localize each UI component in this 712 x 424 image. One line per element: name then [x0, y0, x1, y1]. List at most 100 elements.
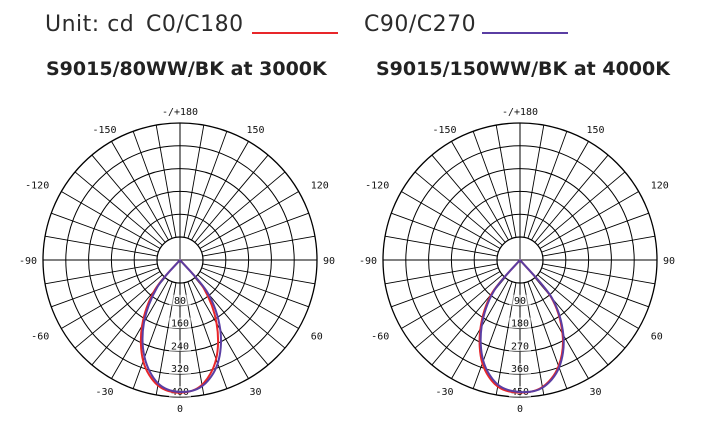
series-point	[143, 356, 146, 359]
angle-label: 150	[586, 125, 604, 136]
radial-tick-bg	[509, 363, 531, 375]
radial-tick-bg	[169, 294, 191, 306]
grid-spoke	[523, 125, 545, 238]
series-point	[562, 334, 565, 336]
series-point	[219, 328, 222, 331]
grid-spoke	[132, 281, 173, 389]
grid-spoke	[111, 279, 169, 379]
grid-spoke	[414, 274, 503, 349]
legend-c90-swatch	[482, 32, 568, 34]
grid-spoke	[527, 281, 568, 389]
angle-label: 120	[311, 181, 329, 192]
series-point	[157, 382, 160, 385]
grid-spoke	[472, 131, 513, 239]
grid-spoke	[542, 235, 655, 257]
grid-spoke	[191, 141, 249, 241]
angle-label: 90	[323, 256, 335, 267]
series-point	[492, 290, 495, 293]
grid-spoke	[183, 125, 205, 238]
grid-spoke	[391, 267, 499, 308]
series-point	[558, 366, 560, 369]
grid-spoke	[531, 279, 589, 379]
radial-tick-label: 90	[514, 296, 526, 307]
series-point	[215, 322, 218, 325]
radial-tick-bg	[509, 317, 531, 329]
grid-spoke	[527, 131, 568, 239]
legend-c0-swatch	[252, 32, 338, 34]
grid-spoke	[155, 125, 177, 238]
angle-label: -30	[435, 387, 453, 398]
grid-spoke	[401, 271, 501, 329]
angle-label: -150	[92, 125, 116, 136]
chart-title-left: S9015/80WW/BK at 3000K	[46, 58, 327, 80]
radial-tick-bg	[169, 317, 191, 329]
radial-tick-label: 80	[174, 296, 186, 307]
angle-label: 0	[517, 404, 523, 415]
grid-spoke	[187, 281, 228, 389]
angle-label: 90	[663, 256, 675, 267]
angle-label: -90	[359, 256, 377, 267]
series-point	[157, 384, 159, 387]
grid-spoke	[414, 171, 503, 246]
grid-spoke	[401, 191, 501, 249]
radial-tick-bg	[509, 340, 531, 352]
series-point	[201, 385, 204, 387]
angle-label: 120	[651, 181, 669, 192]
angle-label: -150	[432, 125, 456, 136]
series-point	[481, 362, 484, 365]
grid-spoke	[199, 191, 299, 249]
angle-label: 0	[177, 404, 183, 415]
grid-spoke	[542, 263, 655, 285]
radial-tick-label: 270	[511, 341, 529, 352]
grid-spoke	[61, 191, 161, 249]
series-point	[482, 360, 485, 362]
grid-spoke	[197, 274, 286, 349]
legend-c90-label: C90/C270	[364, 12, 477, 37]
radial-tick-bg	[509, 294, 531, 306]
grid-spoke	[472, 281, 513, 389]
angle-label: -120	[25, 181, 49, 192]
series-point	[207, 292, 209, 295]
grid-spoke	[199, 271, 299, 329]
grid-spoke	[194, 154, 269, 243]
series-point	[519, 391, 521, 393]
radial-tick-bg	[169, 340, 191, 352]
grid-spoke	[45, 235, 158, 257]
grid-spoke	[391, 212, 499, 253]
grid-spoke	[539, 191, 639, 249]
grid-spoke	[61, 271, 161, 329]
grid-spoke	[132, 131, 173, 239]
series-point	[156, 285, 159, 288]
grid-spoke	[534, 154, 609, 243]
series-point	[216, 362, 219, 365]
grid-spoke	[495, 125, 517, 238]
grid-spoke	[202, 263, 315, 285]
grid-spoke	[539, 271, 639, 329]
series-point	[541, 386, 544, 389]
grid-spoke	[451, 141, 509, 241]
series-point	[519, 259, 521, 261]
series-point	[142, 360, 145, 362]
grid-spoke	[51, 212, 159, 253]
angle-label: -30	[95, 387, 113, 398]
grid-spoke	[187, 131, 228, 239]
series-point	[179, 259, 181, 261]
series-point	[179, 391, 181, 393]
angle-label: 150	[246, 125, 264, 136]
radial-tick-label: 320	[171, 364, 189, 375]
grid-spoke	[74, 171, 163, 246]
grid-spoke	[531, 141, 589, 241]
grid-spoke	[197, 171, 286, 246]
angle-label: 30	[249, 387, 261, 398]
angle-label: -90	[19, 256, 37, 267]
grid-spoke	[91, 154, 166, 243]
grid-spoke	[111, 141, 169, 241]
legend-unit: Unit: cd	[45, 12, 135, 37]
grid-spoke	[541, 212, 649, 253]
grid-spoke	[202, 235, 315, 257]
angle-label: 60	[651, 332, 663, 343]
angle-label: 30	[589, 387, 601, 398]
chart-title-right: S9015/150WW/BK at 4000K	[376, 58, 670, 80]
radial-tick-bg	[169, 363, 191, 375]
